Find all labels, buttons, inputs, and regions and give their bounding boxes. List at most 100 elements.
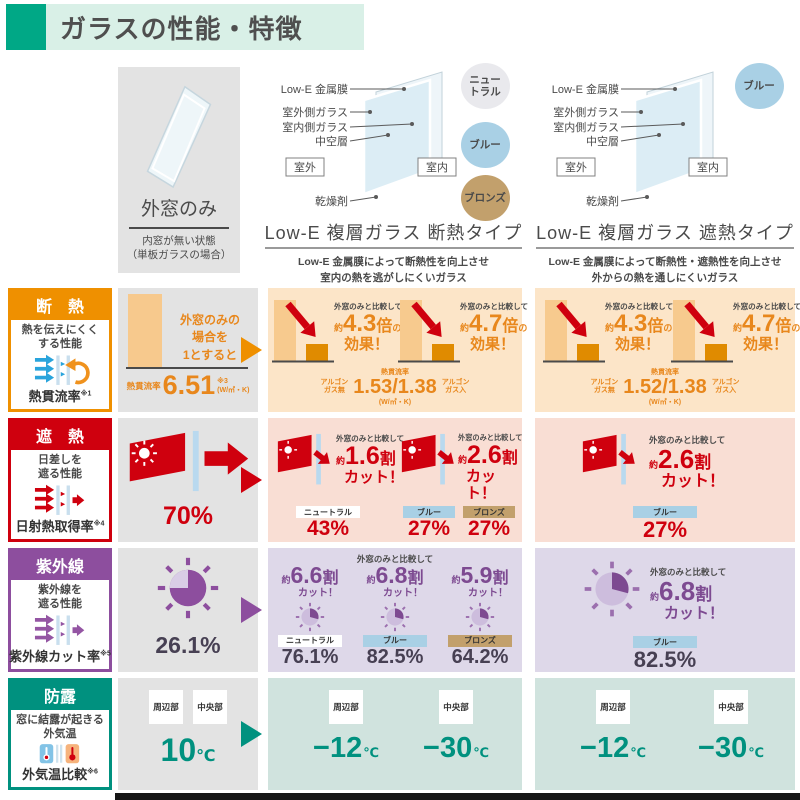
badge-blue: ブルー (633, 506, 697, 518)
uv-sun-icon (157, 557, 219, 619)
effect-text: 外窓のみと比較して 約 4.7 倍の 効果！ (733, 302, 800, 353)
uv-sun-small-icon (380, 602, 410, 631)
row-uv-label: 紫外線 紫外線を 遮る性能 紫外線カット率※5 (8, 548, 112, 672)
baseline-bar (128, 294, 162, 367)
badge-neutral: ニュートラル (278, 634, 342, 647)
svg-text:室外: 室外 (565, 160, 587, 174)
badge-bronze: ブロンズ (463, 506, 515, 518)
shading-metric: 日射熱取得率※4 (15, 519, 105, 534)
outer-only-note2: （単板ガラスの場合） (126, 249, 232, 262)
row-shading-label: 遮 熱 日差しを 遮る性能 日射熱取得率※4 (8, 418, 112, 542)
shading-type-diagram: Low-E 金属膜 室外側ガラス 室内側ガラス 中空層 乾燥剤 室外 室内 ブル… (533, 62, 797, 288)
label-outer-glass: 室外側ガラス (282, 105, 348, 119)
next-section-edge (115, 793, 800, 800)
swatch-blue: ブルー (460, 122, 510, 168)
insulation-metric: 熱貫流率※1 (28, 389, 92, 404)
baseline-value: 熱貫流率 6.51 ※3 (W/㎡・K) (126, 370, 250, 400)
shading-panel-dannetsu: 外窓のみと比較して 約 1.6 割 カット！ ニュートラル 43% 外窓のみと比較し… (268, 418, 522, 542)
badge-edge: 周辺部 (596, 690, 630, 724)
effect-text: 外窓のみと比較して 約 1.6 割 カット！ (336, 434, 405, 486)
pct-bronze: 64.2% (451, 645, 509, 668)
temp-center: 中央部 −30 ℃ (681, 690, 781, 765)
badge-edge: 周辺部 (329, 690, 363, 724)
uv-baseline-box: 26.1% (118, 548, 258, 672)
sun-deflected-icon (582, 433, 635, 485)
label-inside: 室内 (426, 160, 448, 174)
effect-text: 外窓のみと比較して 約 2.6 割 カット！ (458, 433, 523, 503)
label-lowe-film: Low-E 金属膜 (281, 82, 348, 96)
uv-sun-small-icon (465, 602, 495, 631)
color-swatches: ニュー トラル ブルー ブロンズ (459, 63, 511, 221)
pct-blue: 27% (642, 517, 688, 542)
condensation-panel-shanetsu: 周辺部 −12 ℃ 中央部 −30 ℃ (535, 678, 795, 790)
insulation-icon (34, 354, 90, 385)
svg-text:中空層: 中空層 (586, 134, 619, 148)
pct-neutral: 76.1% (281, 645, 339, 668)
uv-header: 紫外線 (11, 551, 109, 580)
insulation-type-desc: Low-E 金属膜によって断熱性を向上させ 室内の熱を逃がしにくいガラス (297, 256, 490, 284)
sun-deflected-icon (401, 433, 454, 485)
row-insulation-label: 断 熱 熱を伝えにくく する性能 熱貫流率※1 (8, 288, 112, 412)
uv-sun-small-icon (295, 602, 325, 631)
sun-deflected-icon (277, 433, 330, 485)
uv-sun-icon (584, 561, 640, 617)
effect-text: 外窓のみと比較して 約 6.8 割 カット！ (650, 567, 727, 622)
condensation-baseline-box: 周辺部 中央部 10 ℃ (118, 678, 258, 790)
badge-center: 中央部 (193, 690, 227, 724)
divider (264, 247, 523, 249)
insulation-type-title: Low-E 複層ガラス 断熱タイプ (264, 223, 523, 243)
badge-blue: ブルー (403, 506, 455, 518)
glass-structure-diagram: Low-E 金属膜 室外側ガラス 室内側ガラス 中空層 乾燥剤 室外 室内 (281, 71, 457, 208)
solar-gain-base: 70% (162, 502, 214, 530)
base-temp: 10 ℃ (160, 732, 216, 768)
temp-edge: 周辺部 −12 ℃ (296, 690, 396, 765)
pct-blue: 27% (407, 517, 451, 540)
insulation-panel-dannetsu: 外窓のみと比較して 約 4.3 倍の 効果！ 外窓のみと比較して 約 4.7 倍の 効果… (268, 288, 529, 412)
divider (535, 247, 795, 249)
effect-text: 外窓のみと比較して 約 4.7 倍の 効果！ (460, 302, 529, 353)
badge-blue: ブルー (363, 634, 427, 647)
svg-text:室外側ガラス: 室外側ガラス (553, 105, 619, 119)
shading-type-title: Low-E 複層ガラス 遮熱タイプ (536, 223, 794, 243)
sun-through-glass-icon (129, 430, 249, 492)
shading-type-desc: Low-E 金属膜によって断熱性・遮熱性を向上させ 外からの熱を通しにくいガラス (548, 256, 782, 284)
result-neutral: ニュートラル 43% (278, 506, 378, 540)
u-value: 6.51 (162, 370, 216, 400)
arrow-right-icon (241, 597, 262, 623)
pct-neutral: 43% (306, 517, 350, 540)
shading-desc: 日差しを 遮る性能 (38, 454, 82, 481)
swatch-neutral: ニュー トラル (460, 63, 510, 109)
pct-blue: 82.5% (633, 647, 697, 672)
result-blue: ブルー 27% (535, 506, 795, 541)
swatch-bronze: ブロンズ (460, 175, 510, 221)
badge-edge: 周辺部 (149, 690, 183, 724)
title-bar: ガラスの性能・特徴 (46, 4, 364, 50)
u-value-comparison: アルゴン ガス無 熱貫流率 1.53/1.38 (W/㎡・K) アルゴン ガス入 (320, 369, 470, 406)
outer-window-only-box: 外窓のみ 内窓が無い状態 （単板ガラスの場合） (118, 67, 240, 273)
condensation-metric: 外気温比較※6 (22, 767, 98, 782)
badge-center: 中央部 (714, 690, 748, 724)
condensation-icon (39, 743, 80, 763)
effect-text: 外窓のみと比較して 約 4.3 倍の 効果！ (605, 302, 674, 353)
outer-only-note1: 内窓が無い状態 (142, 235, 216, 247)
uv-desc: 紫外線を 遮る性能 (38, 584, 82, 611)
pct-bronze: 27% (467, 517, 511, 540)
condensation-desc: 窓に結露が起きる 外気温 (16, 714, 104, 741)
label-desiccant: 乾燥剤 (315, 194, 348, 208)
single-pane-glass-icon (146, 85, 212, 189)
insulation-desc: 熱を伝えにくく する性能 (21, 324, 99, 351)
effect-text: 外窓のみと比較して 約 4.3 倍の 効果！ (334, 302, 403, 353)
badge-bronze: ブロンズ (448, 634, 512, 647)
arrow-right-icon (241, 467, 262, 493)
uv-panel-dannetsu: 外窓のみと比較して 約 6.6 割 カット！ ニュートラル 76.1% 約 6.8 割 … (268, 548, 522, 672)
title-accent-square (6, 4, 46, 50)
uv-panel-shanetsu: 外窓のみと比較して 約 6.8 割 カット！ ブルー 82.5% (535, 548, 795, 672)
bar-comparison-icon (543, 300, 605, 363)
badge-neutral: ニュートラル (296, 506, 360, 518)
label-hollow-layer: 中空層 (315, 134, 348, 148)
uv-result-blue: 約 6.8 割 カット！ ブルー 82.5% (355, 564, 435, 668)
bar-comparison-icon (398, 300, 460, 363)
badge-center: 中央部 (439, 690, 473, 724)
svg-text:室内: 室内 (697, 160, 719, 174)
